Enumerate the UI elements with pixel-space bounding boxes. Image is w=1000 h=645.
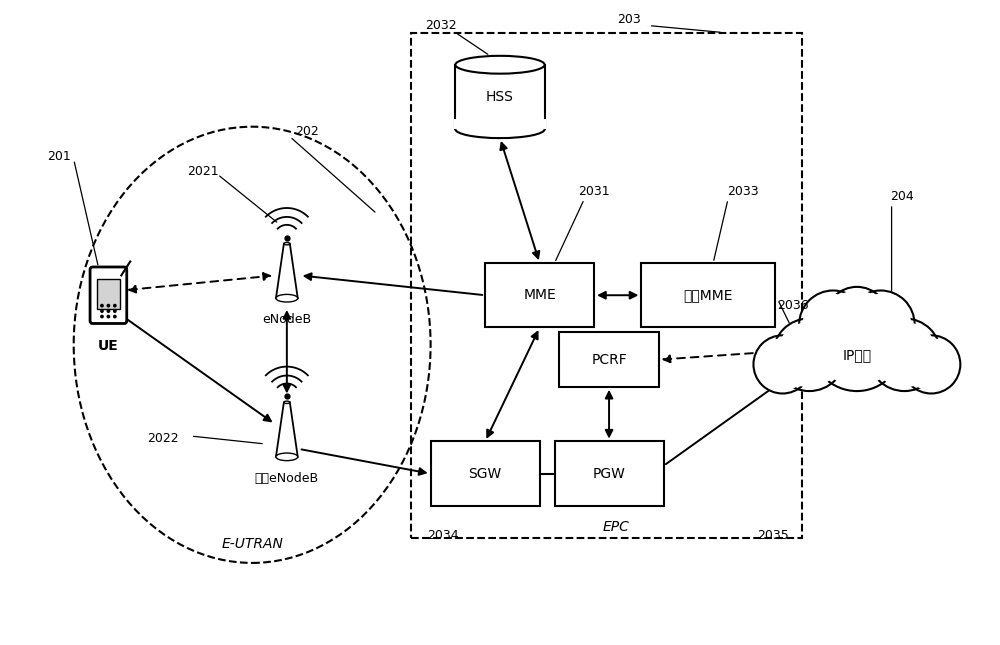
Text: 其它MME: 其它MME: [683, 288, 733, 303]
Text: 203: 203: [617, 13, 641, 26]
Text: 2035: 2035: [757, 529, 789, 542]
Ellipse shape: [455, 56, 545, 74]
Text: 2021: 2021: [187, 165, 218, 178]
FancyBboxPatch shape: [485, 263, 594, 328]
Circle shape: [114, 304, 116, 307]
Circle shape: [777, 322, 841, 387]
Circle shape: [107, 304, 110, 307]
Text: EPC: EPC: [603, 520, 630, 534]
Circle shape: [114, 310, 116, 312]
Text: 202: 202: [295, 125, 319, 138]
Circle shape: [847, 290, 915, 359]
Circle shape: [757, 339, 808, 390]
Circle shape: [101, 310, 103, 312]
Circle shape: [872, 322, 936, 387]
Ellipse shape: [276, 294, 298, 302]
Circle shape: [868, 319, 941, 391]
Text: 2022: 2022: [147, 433, 179, 446]
Text: eNodeB: eNodeB: [262, 313, 311, 326]
Circle shape: [825, 287, 888, 350]
Text: 2031: 2031: [578, 184, 610, 197]
Text: MME: MME: [523, 288, 556, 303]
Circle shape: [101, 315, 103, 318]
Text: PCRF: PCRF: [591, 353, 627, 366]
Circle shape: [851, 295, 911, 354]
Text: 2034: 2034: [427, 529, 458, 542]
Text: 2033: 2033: [727, 184, 759, 197]
Circle shape: [753, 335, 812, 393]
FancyBboxPatch shape: [641, 263, 775, 328]
Text: 2032: 2032: [425, 19, 456, 32]
Polygon shape: [276, 402, 298, 457]
FancyBboxPatch shape: [90, 267, 127, 324]
Circle shape: [829, 291, 885, 346]
Ellipse shape: [284, 243, 290, 245]
Circle shape: [902, 335, 960, 393]
Circle shape: [101, 304, 103, 307]
Circle shape: [799, 290, 867, 359]
Text: HSS: HSS: [486, 90, 514, 104]
Ellipse shape: [284, 401, 290, 404]
FancyBboxPatch shape: [97, 279, 120, 309]
FancyBboxPatch shape: [431, 441, 540, 506]
Text: UE: UE: [98, 339, 119, 353]
FancyBboxPatch shape: [559, 332, 659, 387]
FancyBboxPatch shape: [455, 64, 545, 129]
Ellipse shape: [455, 120, 545, 138]
FancyBboxPatch shape: [454, 119, 546, 129]
Text: E-UTRAN: E-UTRAN: [221, 537, 283, 551]
Text: IP业务: IP业务: [842, 348, 871, 362]
Text: 2036: 2036: [777, 299, 808, 312]
Polygon shape: [276, 244, 298, 298]
Circle shape: [811, 299, 903, 391]
Circle shape: [803, 295, 863, 354]
Text: 204: 204: [890, 190, 913, 203]
Circle shape: [114, 315, 116, 318]
Circle shape: [816, 304, 897, 386]
Text: PGW: PGW: [593, 467, 625, 481]
FancyBboxPatch shape: [555, 441, 664, 506]
Text: 其它eNodeB: 其它eNodeB: [255, 471, 319, 484]
Circle shape: [107, 310, 110, 312]
Text: 201: 201: [47, 150, 71, 163]
Ellipse shape: [276, 453, 298, 461]
Circle shape: [107, 315, 110, 318]
Text: SGW: SGW: [469, 467, 502, 481]
Circle shape: [906, 339, 957, 390]
Circle shape: [773, 319, 846, 391]
